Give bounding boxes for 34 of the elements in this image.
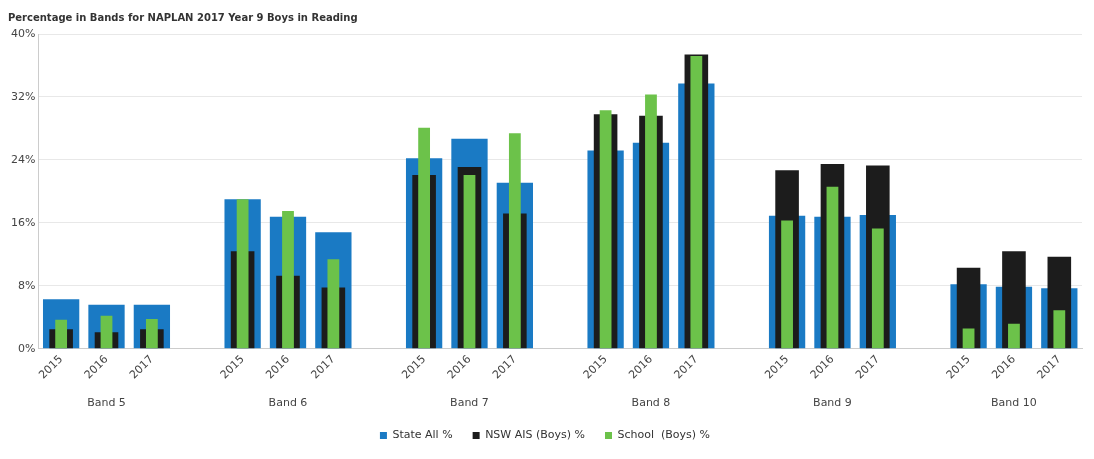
chart-title: Percentage in Bands for NAPLAN 2017 Year 9 Boys in Reading [8,11,358,23]
bar [962,328,975,349]
y-tick-label: 8% [18,278,36,292]
bar [645,94,657,349]
y-tick-label: 24% [11,152,36,166]
text: Band 5 [87,396,126,409]
bar [599,110,612,349]
y-tick-label: 0% [18,341,36,355]
bar [282,211,294,349]
text: Band 6 [268,396,308,409]
bar [826,186,839,349]
legend-label: NSW AIS (Boys) % [485,428,586,442]
bar [781,220,793,349]
bar [508,133,521,349]
y-tick-label: 16% [11,215,36,229]
bar [690,56,703,349]
bar [871,228,884,349]
y-tick-label: 32% [11,89,36,103]
text: Band 10 [991,396,1037,409]
bar [327,259,340,349]
text: Band 8 [631,396,671,409]
bar [463,174,476,349]
text: Band 9 [813,396,852,409]
bar [418,127,431,349]
y-tick-label: 40% [11,26,36,40]
legend-label: State All % [392,428,453,442]
text: Band 7 [450,396,489,409]
legend-label: School (Boys) % [617,428,711,442]
bar [145,318,158,349]
bar [100,315,113,349]
bar [1053,310,1066,349]
bar [236,199,249,349]
bar [1008,323,1020,349]
bar [55,319,68,349]
